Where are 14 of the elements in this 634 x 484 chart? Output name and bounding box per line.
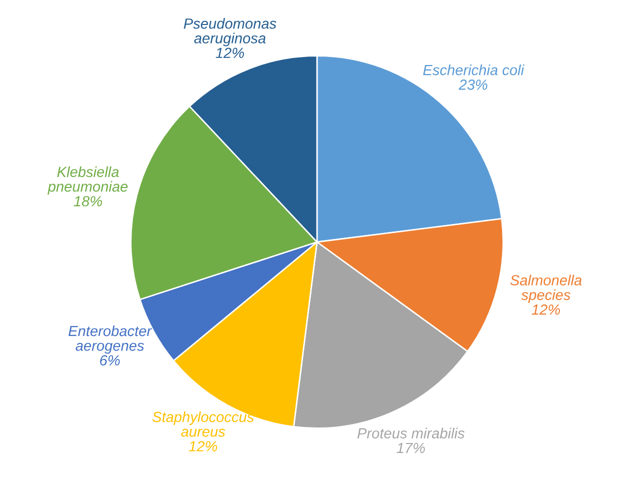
- slice-label: Proteus mirabilis: [357, 428, 464, 438]
- data-label: 12%: [216, 48, 244, 58]
- slice-label: Escherichia coli: [423, 64, 524, 76]
- slice-label: Klebsiella pneumoniae: [48, 166, 128, 195]
- slice-label: Salmonella species: [510, 274, 582, 303]
- slice-label: Staphylococcus aureus: [152, 411, 254, 437]
- data-label: 6%: [100, 355, 120, 366]
- slice-label: Pseudomonas aeruginosa: [184, 18, 276, 46]
- data-label: 23%: [458, 80, 488, 90]
- data-label: 18%: [74, 196, 102, 206]
- data-label: 12%: [532, 304, 560, 315]
- data-label: 12%: [188, 441, 218, 452]
- data-label: 17%: [396, 442, 425, 454]
- slice-label: Enterobacter aerogenes: [68, 325, 152, 354]
